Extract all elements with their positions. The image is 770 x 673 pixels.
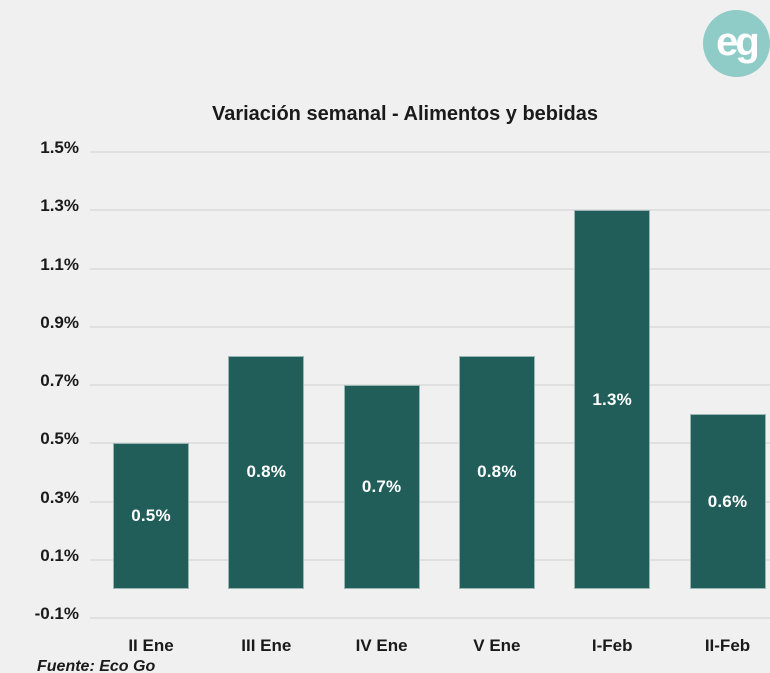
y-axis-tick-label: 0.5% (40, 429, 79, 449)
y-axis-tick-label: -0.1% (34, 604, 79, 623)
y-axis-tick-label: 1.3% (40, 196, 79, 216)
gridline (90, 151, 770, 153)
chart-title: Variación semanal - Alimentos y bebidas (211, 103, 599, 125)
bar-value-label: 0.6% (707, 491, 748, 511)
x-axis-category-label: I-Feb (591, 636, 633, 655)
gridline (90, 442, 770, 445)
x-axis-category-label: II Ene (128, 636, 174, 655)
bar: 0.6% (689, 414, 766, 589)
x-axis-category-label: IV Ene (355, 636, 408, 655)
logo-text: eg (716, 19, 760, 64)
bar: 0.5% (113, 443, 189, 589)
bar-value-label: 1.3% (592, 389, 632, 409)
bar-value-label: 0.5% (131, 506, 171, 526)
gridline (90, 500, 770, 503)
gridline (90, 267, 770, 270)
y-axis-tick-label: 0.3% (40, 487, 79, 507)
gridline (90, 325, 770, 328)
bar-value-label: 0.8% (477, 462, 517, 482)
gridline (90, 617, 770, 619)
bar-value-label: 0.7% (361, 476, 402, 496)
x-axis-category-label: II-Feb (704, 636, 751, 655)
eco-go-logo: eg (703, 10, 770, 77)
gridline (90, 209, 770, 212)
bar: 0.7% (343, 385, 420, 589)
bar: 1.3% (574, 210, 651, 589)
source-caption: Fuente: Eco Go (37, 658, 156, 673)
y-axis-tick-label: 1.1% (40, 254, 79, 274)
gridline (90, 384, 770, 386)
y-axis-tick-label: 1.5% (40, 138, 79, 157)
y-axis-tick-label: 0.1% (40, 545, 79, 565)
x-axis-category-label: III Ene (241, 636, 292, 655)
gridline (90, 558, 770, 561)
y-axis-tick-label: 0.7% (40, 371, 79, 390)
x-axis-category-label: V Ene (473, 636, 521, 655)
bar: 0.8% (228, 355, 305, 589)
bar-value-label: 0.8% (246, 462, 287, 482)
y-axis-tick-label: 0.9% (40, 312, 79, 332)
bar: 0.8% (458, 355, 535, 589)
